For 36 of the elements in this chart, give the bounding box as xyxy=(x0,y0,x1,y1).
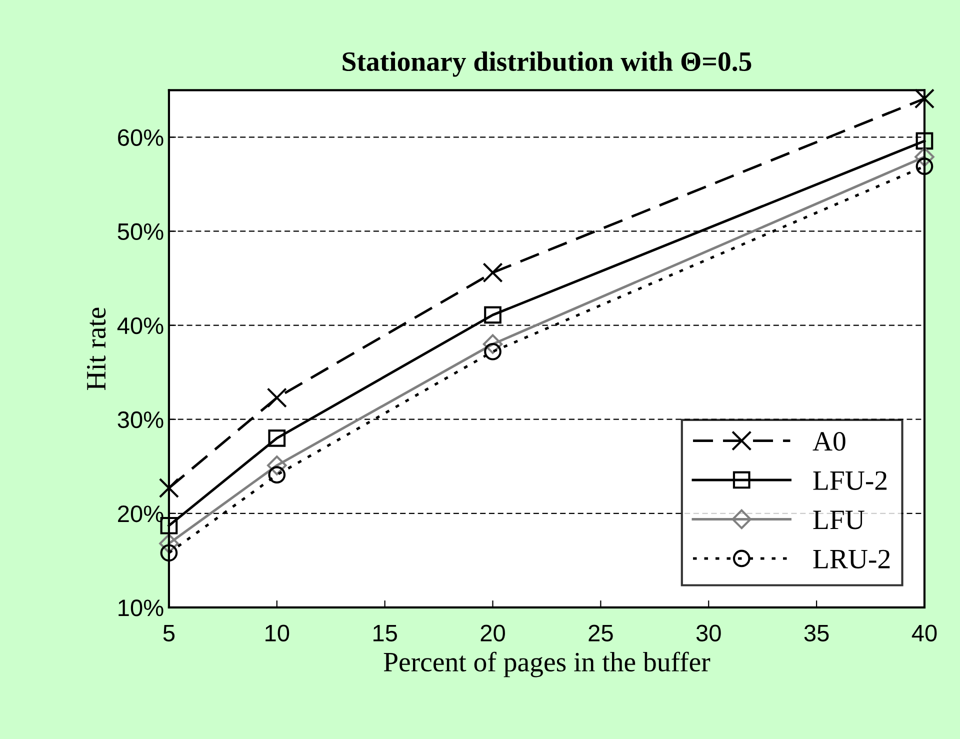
y-tick-label: 20% xyxy=(118,505,164,522)
y-axis-title: Hit rate xyxy=(86,308,106,390)
point xyxy=(267,456,287,476)
point xyxy=(914,88,935,109)
x-tick-label: 10 xyxy=(266,624,290,642)
y-tick-label: 10% xyxy=(118,600,164,616)
point xyxy=(268,466,286,484)
point xyxy=(158,478,180,498)
y-tick-label: 60% xyxy=(118,129,164,146)
x-axis-title: Percent of pages in the buffer xyxy=(384,652,710,678)
point xyxy=(159,534,179,554)
legend-label: LRU-2 xyxy=(813,550,890,568)
x-tick-label: 35 xyxy=(804,624,829,642)
point xyxy=(268,429,286,447)
point xyxy=(916,158,934,176)
legend-label: A0 xyxy=(812,432,846,451)
point xyxy=(916,132,934,150)
legend-label: LFU-2 xyxy=(813,471,887,490)
y-tick-label: 50% xyxy=(118,223,164,240)
x-tick-label: 25 xyxy=(588,624,613,642)
point xyxy=(266,388,287,408)
chart-title: Stationary distribution with Θ=0.5 xyxy=(342,51,752,77)
x-tick-label: 15 xyxy=(373,624,397,642)
point xyxy=(482,262,503,283)
y-tick-label: 30% xyxy=(118,411,164,428)
x-tick-label: 20 xyxy=(480,624,505,642)
x-tick-label: 30 xyxy=(696,624,721,642)
point xyxy=(160,544,178,562)
point xyxy=(914,147,934,167)
point xyxy=(484,342,502,360)
point xyxy=(482,334,503,354)
legend-label: LFU xyxy=(813,510,864,530)
x-tick-label: 5 xyxy=(163,624,175,642)
y-tick-label: 40% xyxy=(117,317,164,334)
point xyxy=(484,306,502,324)
x-tick-label: 40 xyxy=(912,624,937,642)
